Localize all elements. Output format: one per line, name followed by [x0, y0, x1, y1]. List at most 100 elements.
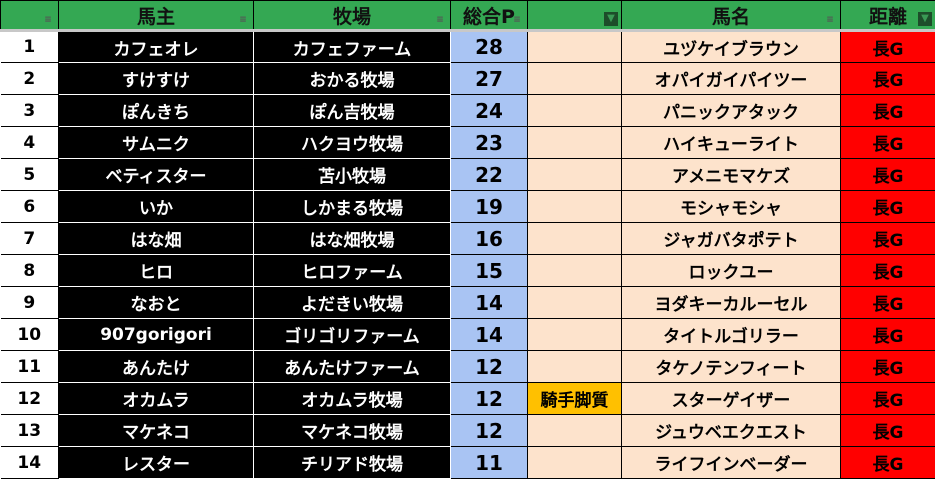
- cell-farm[interactable]: オカムラ牧場: [253, 382, 451, 415]
- cell-rank[interactable]: 4: [0, 126, 59, 159]
- cell-note[interactable]: [527, 254, 622, 287]
- cell-distance[interactable]: 長G: [840, 350, 935, 383]
- cell-note[interactable]: [527, 350, 622, 383]
- cell-total-points[interactable]: 12: [450, 382, 528, 415]
- cell-total-points[interactable]: 23: [450, 126, 528, 159]
- cell-horse-name[interactable]: タイトルゴリラー: [621, 318, 841, 351]
- header-farm[interactable]: 牧場 ≡: [253, 0, 451, 32]
- cell-distance[interactable]: 長G: [840, 446, 935, 479]
- cell-note[interactable]: [527, 190, 622, 223]
- cell-farm[interactable]: チリアド牧場: [253, 446, 451, 479]
- cell-owner[interactable]: いか: [58, 190, 254, 223]
- filter-active-icon[interactable]: ▼: [604, 12, 618, 26]
- filter-icon[interactable]: ≡: [513, 15, 521, 25]
- cell-farm[interactable]: ヒロファーム: [253, 254, 451, 287]
- header-horse-name[interactable]: 馬名 ≡: [621, 0, 841, 32]
- cell-total-points[interactable]: 12: [450, 414, 528, 447]
- cell-total-points[interactable]: 16: [450, 222, 528, 255]
- filter-icon[interactable]: ≡: [239, 15, 247, 25]
- cell-horse-name[interactable]: ジャガバタポテト: [621, 222, 841, 255]
- cell-distance[interactable]: 長G: [840, 382, 935, 415]
- cell-rank[interactable]: 6: [0, 190, 59, 223]
- cell-distance[interactable]: 長G: [840, 318, 935, 351]
- cell-distance[interactable]: 長G: [840, 62, 935, 95]
- cell-note[interactable]: [527, 126, 622, 159]
- cell-distance[interactable]: 長G: [840, 222, 935, 255]
- cell-owner[interactable]: あんたけ: [58, 350, 254, 383]
- cell-horse-name[interactable]: ジュウベエクエスト: [621, 414, 841, 447]
- cell-distance[interactable]: 長G: [840, 158, 935, 191]
- header-owner[interactable]: 馬主 ≡: [58, 0, 254, 32]
- cell-owner[interactable]: レスター: [58, 446, 254, 479]
- cell-rank[interactable]: 8: [0, 254, 59, 287]
- cell-rank[interactable]: 2: [0, 62, 59, 95]
- cell-farm[interactable]: おかる牧場: [253, 62, 451, 95]
- cell-owner[interactable]: なおと: [58, 286, 254, 319]
- cell-farm[interactable]: 苫小牧場: [253, 158, 451, 191]
- cell-horse-name[interactable]: ハイキューライト: [621, 126, 841, 159]
- cell-rank[interactable]: 13: [0, 414, 59, 447]
- cell-total-points[interactable]: 14: [450, 318, 528, 351]
- cell-horse-name[interactable]: ロックユー: [621, 254, 841, 287]
- cell-horse-name[interactable]: パニックアタック: [621, 94, 841, 127]
- cell-total-points[interactable]: 22: [450, 158, 528, 191]
- cell-note[interactable]: [527, 158, 622, 191]
- cell-owner[interactable]: ヒロ: [58, 254, 254, 287]
- cell-horse-name[interactable]: ヨダキーカルーセル: [621, 286, 841, 319]
- cell-rank[interactable]: 10: [0, 318, 59, 351]
- cell-owner[interactable]: 907gorigori: [58, 318, 254, 351]
- cell-owner[interactable]: はな畑: [58, 222, 254, 255]
- cell-note[interactable]: 騎手脚質: [527, 382, 622, 415]
- cell-farm[interactable]: ゴリゴリファーム: [253, 318, 451, 351]
- cell-owner[interactable]: オカムラ: [58, 382, 254, 415]
- cell-owner[interactable]: ベティスター: [58, 158, 254, 191]
- cell-total-points[interactable]: 24: [450, 94, 528, 127]
- filter-icon[interactable]: ≡: [826, 15, 834, 25]
- cell-distance[interactable]: 長G: [840, 286, 935, 319]
- cell-rank[interactable]: 5: [0, 158, 59, 191]
- cell-horse-name[interactable]: スターゲイザー: [621, 382, 841, 415]
- cell-total-points[interactable]: 27: [450, 62, 528, 95]
- cell-note[interactable]: [527, 222, 622, 255]
- cell-farm[interactable]: はな畑牧場: [253, 222, 451, 255]
- cell-rank[interactable]: 1: [0, 30, 59, 63]
- cell-total-points[interactable]: 14: [450, 286, 528, 319]
- cell-farm[interactable]: よだきい牧場: [253, 286, 451, 319]
- header-total-points[interactable]: 総合P ≡: [450, 0, 528, 32]
- cell-farm[interactable]: あんたけファーム: [253, 350, 451, 383]
- cell-horse-name[interactable]: タケノテンフィート: [621, 350, 841, 383]
- cell-owner[interactable]: サムニク: [58, 126, 254, 159]
- cell-rank[interactable]: 12: [0, 382, 59, 415]
- cell-distance[interactable]: 長G: [840, 254, 935, 287]
- cell-rank[interactable]: 14: [0, 446, 59, 479]
- cell-horse-name[interactable]: アメニモマケズ: [621, 158, 841, 191]
- cell-note[interactable]: [527, 318, 622, 351]
- cell-horse-name[interactable]: モシャモシャ: [621, 190, 841, 223]
- cell-total-points[interactable]: 19: [450, 190, 528, 223]
- cell-horse-name[interactable]: オパイガイパイツー: [621, 62, 841, 95]
- cell-total-points[interactable]: 11: [450, 446, 528, 479]
- cell-farm[interactable]: しかまる牧場: [253, 190, 451, 223]
- cell-rank[interactable]: 7: [0, 222, 59, 255]
- cell-distance[interactable]: 長G: [840, 30, 935, 63]
- cell-note[interactable]: [527, 62, 622, 95]
- cell-note[interactable]: [527, 30, 622, 63]
- cell-farm[interactable]: マケネコ牧場: [253, 414, 451, 447]
- cell-total-points[interactable]: 12: [450, 350, 528, 383]
- cell-distance[interactable]: 長G: [840, 190, 935, 223]
- header-note[interactable]: ▼: [527, 0, 622, 32]
- cell-note[interactable]: [527, 446, 622, 479]
- filter-active-icon[interactable]: ▼: [918, 12, 932, 26]
- cell-rank[interactable]: 11: [0, 350, 59, 383]
- cell-horse-name[interactable]: ユヅケイブラウン: [621, 30, 841, 63]
- cell-note[interactable]: [527, 94, 622, 127]
- cell-farm[interactable]: ぽん吉牧場: [253, 94, 451, 127]
- cell-owner[interactable]: マケネコ: [58, 414, 254, 447]
- cell-total-points[interactable]: 15: [450, 254, 528, 287]
- cell-farm[interactable]: カフェファーム: [253, 30, 451, 63]
- header-distance[interactable]: 距離 ▼: [840, 0, 935, 32]
- cell-rank[interactable]: 3: [0, 94, 59, 127]
- cell-distance[interactable]: 長G: [840, 414, 935, 447]
- cell-horse-name[interactable]: ライフインベーダー: [621, 446, 841, 479]
- filter-icon[interactable]: ≡: [44, 15, 52, 25]
